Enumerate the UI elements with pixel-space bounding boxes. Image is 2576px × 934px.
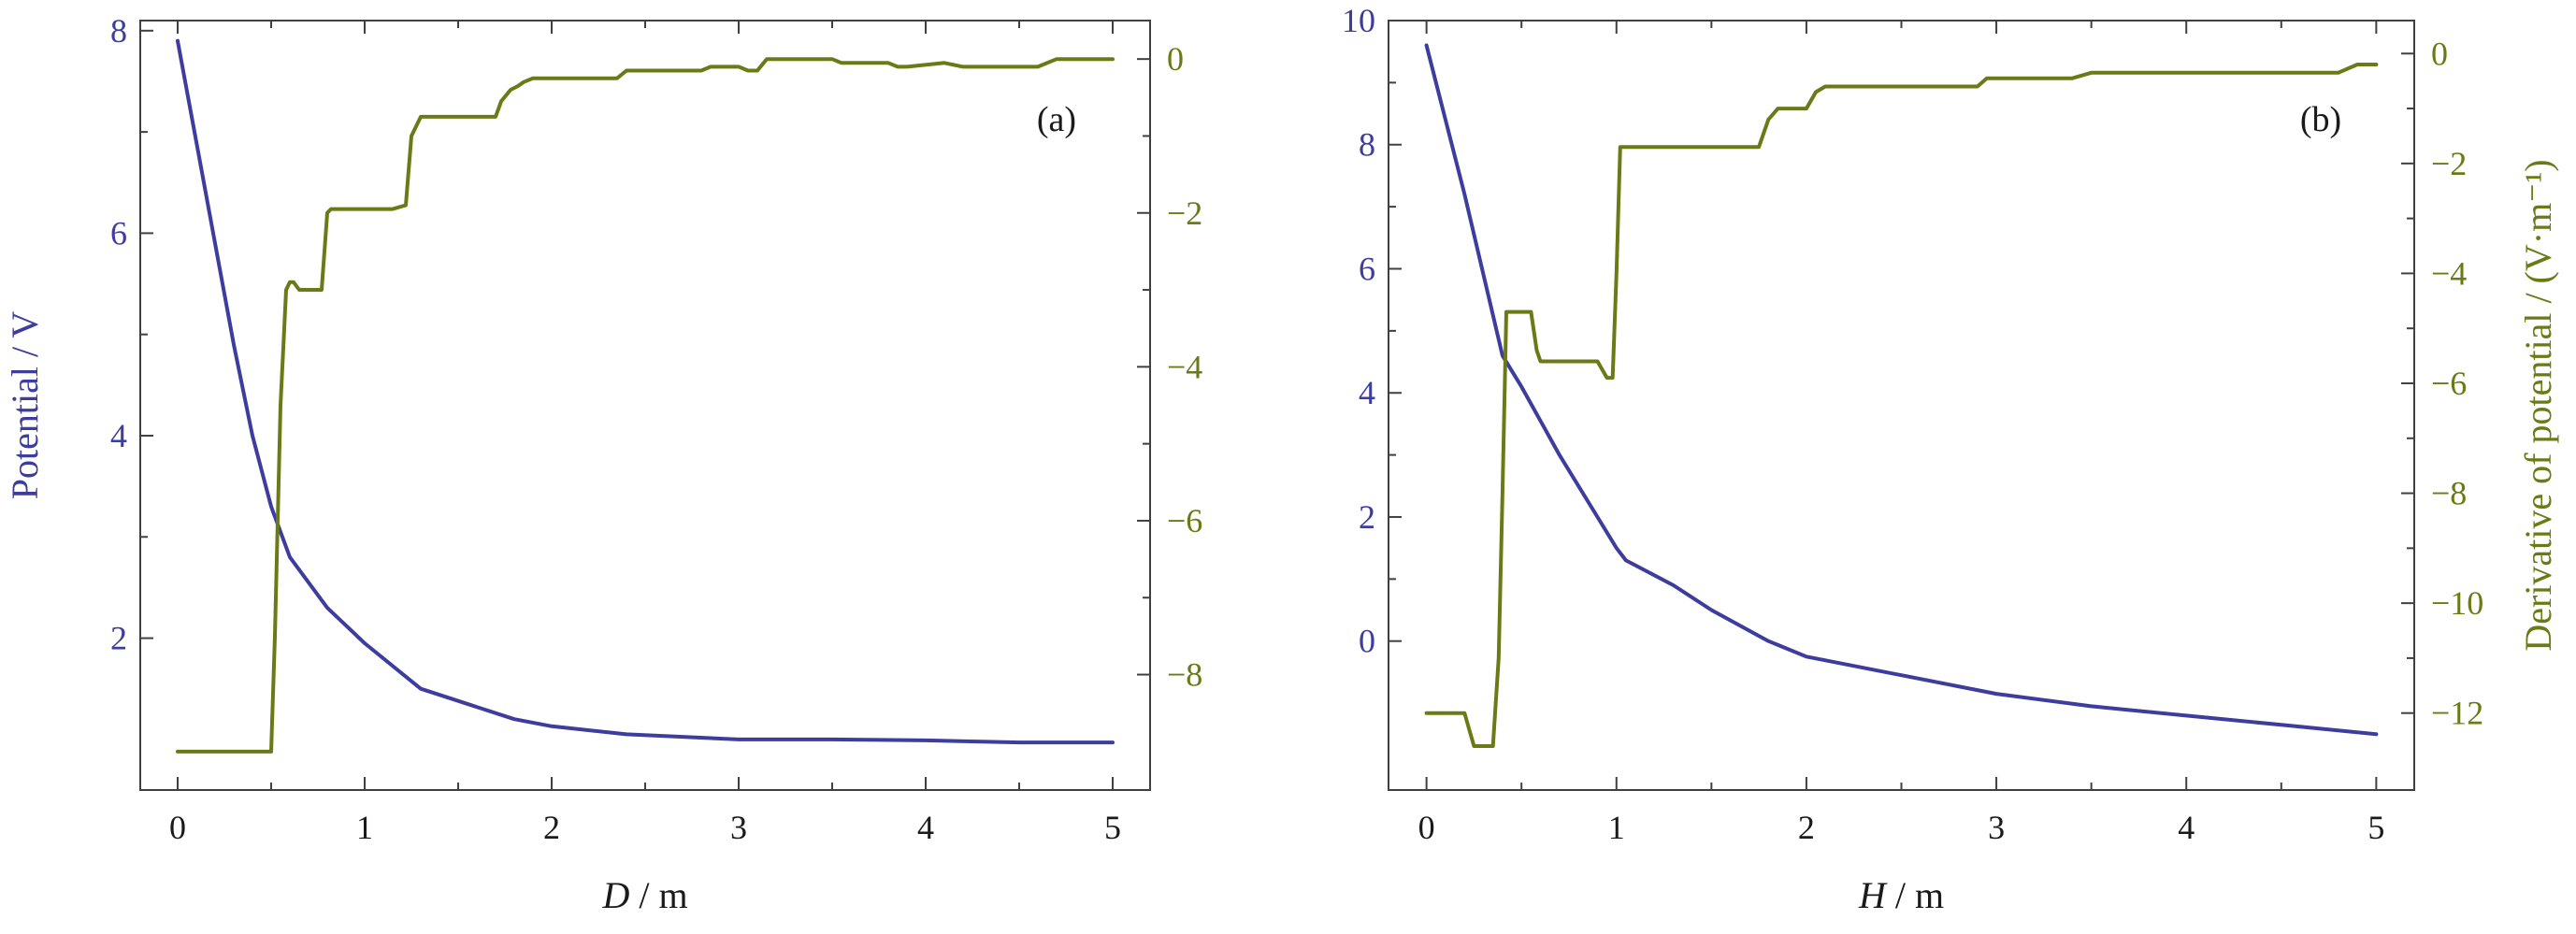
chart-b-y-left-tick-label: 6 xyxy=(1359,250,1375,287)
chart-a-x-tick-label: 1 xyxy=(356,809,373,846)
chart-b-potential-line xyxy=(1424,43,2379,737)
chart-b-y-right-tick-label: −12 xyxy=(2431,695,2483,732)
chart-a-y-right-tick-label: −6 xyxy=(1167,502,1202,539)
chart-b-y-left-tick-label: 10 xyxy=(1342,2,1375,39)
chart-a-x-axis-label: D / m xyxy=(601,874,687,916)
chart-a-x-tick-label: 3 xyxy=(730,809,747,846)
chart-b-x-tick-label: 0 xyxy=(1418,809,1435,846)
chart-a-derivative-line xyxy=(176,57,1115,754)
chart-a-panel-label: (a) xyxy=(1037,100,1076,139)
chart-b-x-tick-label: 5 xyxy=(2367,809,2384,846)
chart-b-x-tick-label: 1 xyxy=(1608,809,1625,846)
chart-b-derivative-line xyxy=(1424,63,2379,748)
chart-a-y-left-axis-label: Potential / V xyxy=(4,311,46,500)
chart-b-y-right-tick-label: −2 xyxy=(2431,145,2467,182)
chart-a-y-left-tick-label: 8 xyxy=(110,12,127,50)
chart-a-y-right-tick-label: −4 xyxy=(1167,348,1202,385)
chart-a-potential-line xyxy=(176,38,1115,745)
chart-a-y-left-tick-label: 2 xyxy=(110,620,127,657)
chart-a-x-tick-label: 2 xyxy=(543,809,560,846)
chart-b-panel-label: (b) xyxy=(2300,100,2341,139)
chart-b-x-tick-label: 2 xyxy=(1798,809,1815,846)
chart-a-y-right-tick-label: −2 xyxy=(1167,194,1202,232)
chart-b-y-right-tick-label: −10 xyxy=(2431,584,2483,622)
chart-b-x-axis-label: H / m xyxy=(1858,874,1944,916)
chart-b-x-tick-label: 3 xyxy=(1988,809,2005,846)
chart-b-y-left-tick-label: 0 xyxy=(1359,623,1375,660)
chart-b-y-left-tick-label: 4 xyxy=(1359,374,1375,411)
chart-a-x-tick-label: 5 xyxy=(1104,809,1121,846)
chart-a-x-tick-label: 0 xyxy=(169,809,186,846)
chart-panel-b: 0 1 2 3 4 5 0 2 4 6 8 10 −12 −10 −8 −6 −4 −2 0 (b) H / m Deri… xyxy=(1342,2,2559,916)
chart-panel-a: 0 1 2 3 4 5 2 4 6 8 −8 −6 −4 −2 0 (a) D / m Potential / V xyxy=(4,12,1202,916)
chart-a-x-tick-label: 4 xyxy=(917,809,934,846)
chart-a-y-right-tick-label: 0 xyxy=(1167,40,1184,78)
chart-b-y-left-tick-label: 8 xyxy=(1359,126,1375,164)
chart-b-y-right-tick-label: −8 xyxy=(2431,475,2467,512)
chart-a-y-right-tick-label: −8 xyxy=(1167,656,1202,694)
chart-b-x-tick-label: 4 xyxy=(2178,809,2195,846)
chart-b-y-right-tick-label: −4 xyxy=(2431,254,2467,292)
chart-a-y-left-tick-label: 4 xyxy=(110,417,127,454)
chart-a-y-left-tick-label: 6 xyxy=(110,214,127,251)
chart-b-y-right-axis-label: Derivative of potential / (V·m⁻¹) xyxy=(2517,159,2559,651)
chart-b-x-axis-unit: / m xyxy=(1886,874,1944,916)
chart-b-x-axis-variable: H xyxy=(1858,874,1888,916)
chart-a-x-axis-variable: D xyxy=(601,874,629,916)
chart-b-y-right-tick-label: −6 xyxy=(2431,365,2467,402)
chart-b-y-left-tick-label: 2 xyxy=(1359,498,1375,536)
chart-a-x-axis-unit: / m xyxy=(629,874,687,916)
chart-a-plot-frame xyxy=(139,20,1151,791)
chart-b-y-right-tick-label: 0 xyxy=(2431,35,2448,72)
